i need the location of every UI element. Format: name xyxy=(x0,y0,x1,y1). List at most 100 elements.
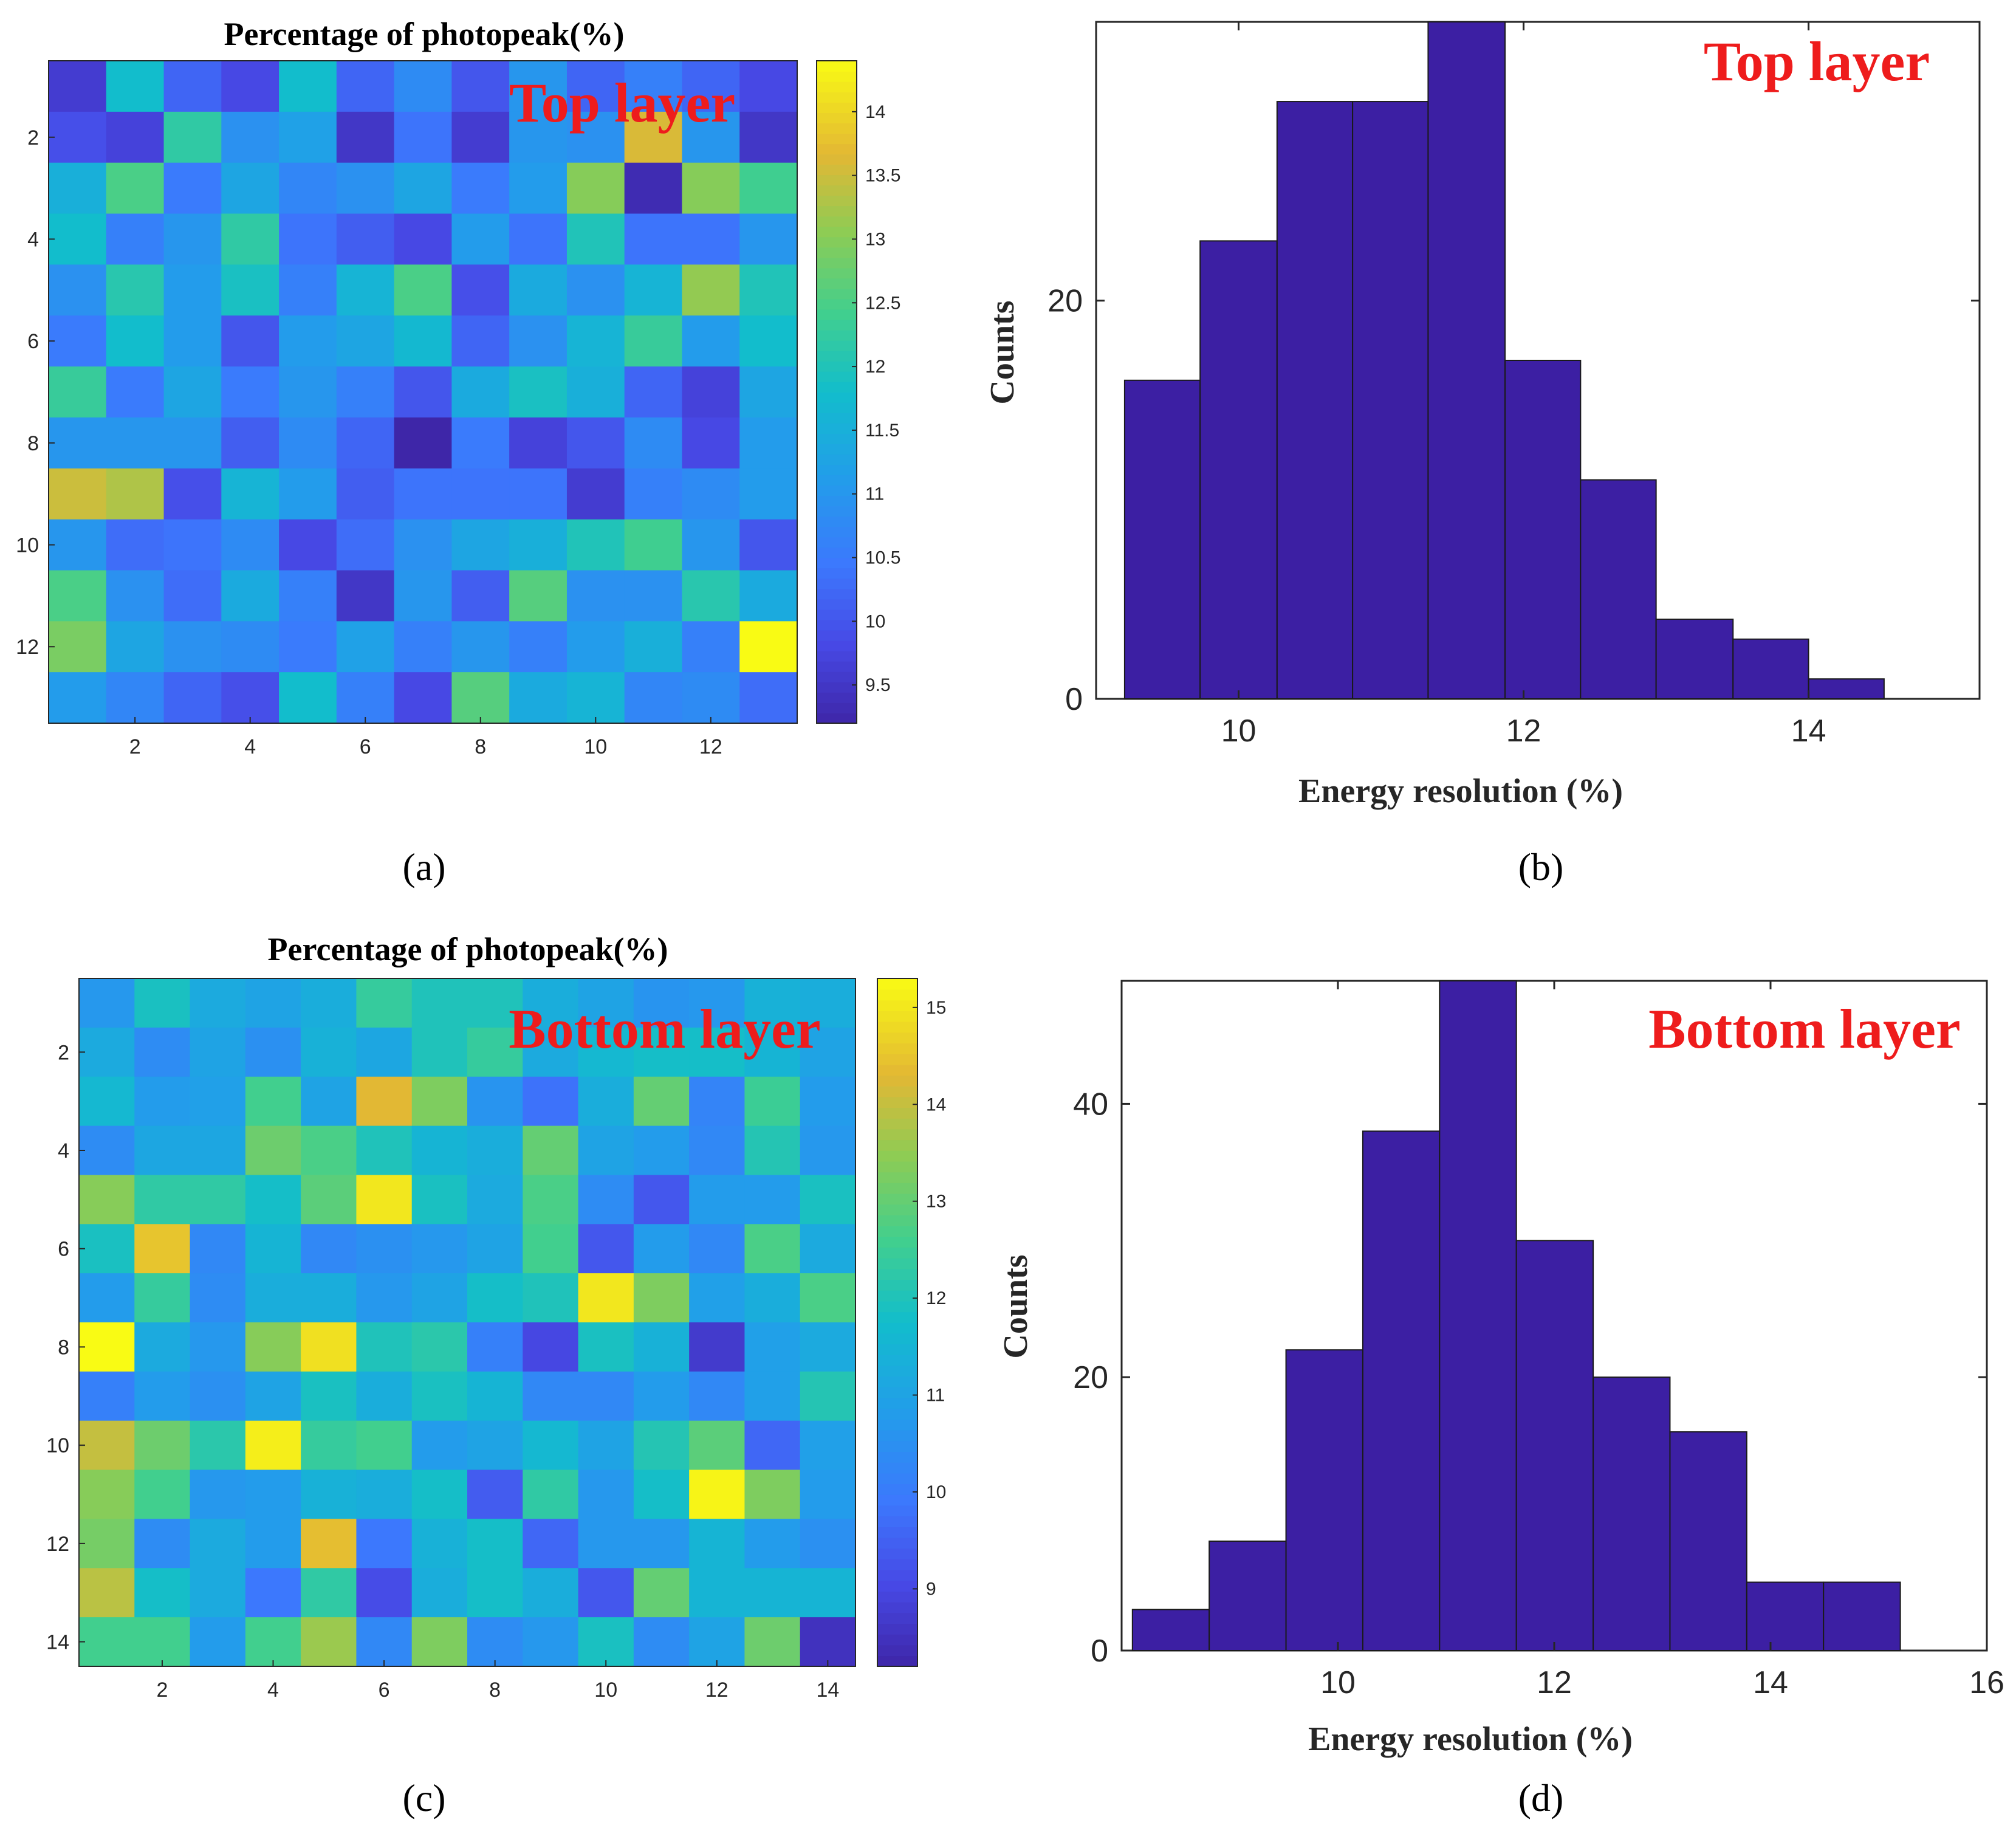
colorbar-a-segment xyxy=(817,133,857,145)
heatmap-a-cell xyxy=(509,61,567,112)
histogram-d-ytick-label: 0 xyxy=(1091,1634,1108,1669)
heatmap-a-cell xyxy=(106,61,165,112)
heatmap-a-cell xyxy=(451,264,510,316)
heatmap-c-cell xyxy=(134,1519,191,1568)
heatmap-c-cell xyxy=(523,1420,579,1471)
heatmap-a-cell xyxy=(336,264,395,316)
heatmap-a-cell xyxy=(49,417,107,469)
heatmap-c-cell xyxy=(245,1076,301,1127)
heatmap-c-cell xyxy=(467,1322,523,1372)
heatmap-a-cell xyxy=(279,570,337,622)
heatmap-c-cell xyxy=(633,978,690,1028)
heatmap-c-cell xyxy=(523,1076,579,1127)
heatmap-c-cell xyxy=(79,1027,135,1077)
heatmap-c-cell xyxy=(689,1224,746,1274)
heatmap-c-cell xyxy=(301,1076,357,1127)
colorbar-c-tick-label: 13 xyxy=(926,1192,946,1212)
heatmap-c-cell xyxy=(578,1617,634,1667)
heatmap-c-cell xyxy=(190,1322,246,1372)
heatmap-c-cell xyxy=(245,1617,301,1667)
colorbar-a-tick-label: 14 xyxy=(865,102,885,122)
colorbar-c-segment xyxy=(877,1655,917,1667)
heatmap-a-cell xyxy=(221,519,279,571)
heatmap-a-cell xyxy=(49,213,107,265)
histogram-d-xtick-label: 14 xyxy=(1753,1665,1788,1700)
heatmap-c-cell xyxy=(744,1617,801,1667)
heatmap-c-cell xyxy=(134,1027,191,1077)
heatmap-a-cell xyxy=(221,366,279,418)
heatmap-a-cell xyxy=(451,570,510,622)
colorbar-a-segment xyxy=(817,71,857,82)
heatmap-a-cell xyxy=(682,570,740,622)
colorbar-c-segment xyxy=(877,1257,917,1270)
heatmap-c-cell xyxy=(633,1027,690,1077)
heatmap-c-cell xyxy=(578,1175,634,1225)
colorbar-c-segment xyxy=(877,1043,917,1054)
heatmap-c-cell xyxy=(633,1322,690,1372)
colorbar-a-segment xyxy=(817,661,857,672)
histogram-d-bar xyxy=(1439,980,1517,1651)
colorbar-a-segment xyxy=(817,454,857,466)
heatmap-a-annotation: Top layer xyxy=(509,72,735,134)
heatmap-a-cell xyxy=(106,366,165,418)
heatmap-c-cell xyxy=(411,1224,468,1274)
heatmap-a-cell xyxy=(509,417,567,469)
heatmap-a-cell xyxy=(221,213,279,265)
heatmap-a-cell xyxy=(106,468,165,520)
colorbar-c-segment xyxy=(877,1118,917,1130)
heatmap-a-cell xyxy=(739,672,798,724)
heatmap-c-cell xyxy=(800,1371,856,1421)
colorbar-c-segment xyxy=(877,1183,917,1194)
heatmap-a-cell xyxy=(394,417,452,469)
heatmap-a-cell xyxy=(451,213,510,265)
histogram-d-annotation: Bottom layer xyxy=(1648,998,1961,1060)
heatmap-c-cell xyxy=(356,1568,413,1618)
heatmap-c-cell xyxy=(190,1076,246,1127)
colorbar-c-segment xyxy=(877,1365,917,1377)
heatmap-c-cell xyxy=(356,1125,413,1176)
colorbar-c-tick-label: 9 xyxy=(926,1579,936,1599)
heatmap-c-cell xyxy=(134,1469,191,1520)
heatmap-c-cell xyxy=(356,978,413,1028)
heatmap-a-cell xyxy=(509,468,567,520)
colorbar-c-segment xyxy=(877,1601,917,1613)
histogram-d-bar xyxy=(1209,1541,1287,1651)
heatmap-a-cell xyxy=(279,621,337,673)
heatmap-c-cell xyxy=(356,1175,413,1225)
colorbar-c-segment xyxy=(877,1612,917,1624)
colorbar-c-segment xyxy=(877,1408,917,1420)
heatmap-a-cell xyxy=(221,264,279,316)
heatmap-c-cell xyxy=(190,1175,246,1225)
colorbar-a-segment xyxy=(817,381,857,393)
heatmap-a-xtick-label: 6 xyxy=(360,735,371,758)
heatmap-c-cell xyxy=(689,1519,746,1568)
colorbar-c-segment xyxy=(877,1107,917,1119)
heatmap-c-cell xyxy=(301,1469,357,1520)
heatmap-a-xtick-label: 10 xyxy=(584,735,607,758)
heatmap-c-cell xyxy=(800,1273,856,1323)
heatmap-a-cell xyxy=(394,315,452,367)
heatmap-c-cell xyxy=(800,1568,856,1618)
heatmap-c-cell xyxy=(800,1420,856,1471)
heatmap-a-cell xyxy=(566,315,625,367)
heatmap-c-cell xyxy=(523,1322,579,1372)
heatmap-c-cell xyxy=(411,1371,468,1421)
heatmap-c-cell xyxy=(467,1568,523,1618)
heatmap-c-cell xyxy=(356,1224,413,1274)
heatmap-c-ytick-label: 2 xyxy=(58,1041,69,1064)
colorbar-c-segment xyxy=(877,1344,917,1355)
heatmap-a-cell xyxy=(509,264,567,316)
heatmap-a-cell xyxy=(163,162,222,215)
heatmap-a-cell xyxy=(106,213,165,265)
heatmap-c-cell xyxy=(523,1273,579,1323)
heatmap-c-cell xyxy=(79,1617,135,1667)
colorbar-c-segment xyxy=(877,1644,917,1657)
histogram-b-xtick-label: 12 xyxy=(1506,713,1541,749)
colorbar-a-segment xyxy=(817,309,857,320)
heatmap-c-cell xyxy=(523,1568,579,1618)
heatmap-a-cell xyxy=(279,417,337,469)
heatmap-a-cell xyxy=(49,672,107,724)
colorbar-a-frame xyxy=(816,60,857,724)
colorbar-a-segment xyxy=(817,298,857,310)
heatmap-a-cell xyxy=(566,264,625,316)
